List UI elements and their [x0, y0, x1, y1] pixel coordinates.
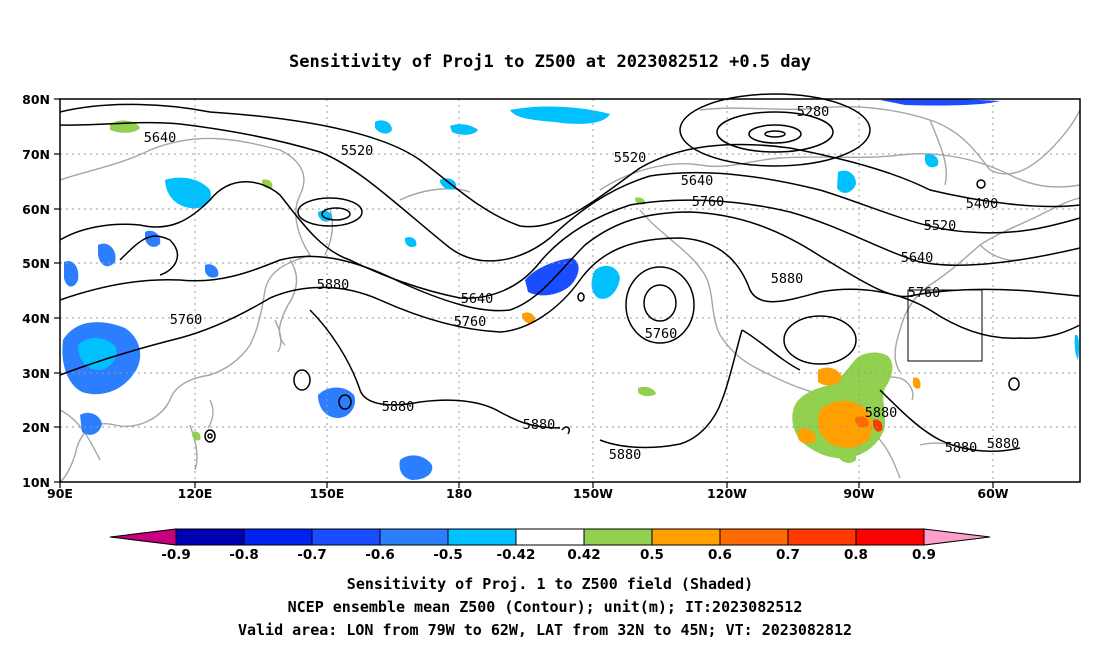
colorbar-segment — [379, 528, 449, 546]
contour-label: 5760 — [170, 312, 203, 328]
lon-label: 120W — [707, 486, 747, 501]
lon-label: 120E — [178, 486, 213, 501]
colorbar-tick-label: -0.42 — [497, 547, 536, 563]
map-title: Sensitivity of Proj1 to Z500 at 20230825… — [289, 52, 811, 72]
colorbar-segments — [109, 528, 991, 546]
colorbar-tick-label: 0.7 — [776, 547, 800, 563]
colorbar-segment — [243, 528, 313, 546]
colorbar-segment — [855, 528, 925, 546]
colorbar-tick-label: 0.5 — [640, 547, 664, 563]
colorbar-tick-label: 0.42 — [567, 547, 600, 563]
contour-label: 5520 — [341, 143, 374, 159]
contour-label: 5880 — [987, 436, 1020, 452]
contour-label: 5880 — [945, 440, 978, 456]
lat-label: 50N — [22, 256, 50, 271]
lat-label: 20N — [22, 420, 50, 435]
lat-label: 70N — [22, 147, 50, 162]
contour-label: 5640 — [901, 250, 934, 266]
colorbar-tick-label: 0.6 — [708, 547, 732, 563]
contour-label: 5880 — [609, 447, 642, 463]
contour-label: 5880 — [865, 405, 898, 421]
colorbar-segment — [515, 528, 585, 546]
lat-label: 10N — [22, 475, 50, 490]
colorbar-tick-label: -0.7 — [297, 547, 327, 563]
colorbar-tick-label: -0.8 — [229, 547, 259, 563]
colorbar-tick-label: 0.9 — [912, 547, 936, 563]
contour-label: 5760 — [645, 326, 678, 342]
colorbar-tick-label: -0.9 — [161, 547, 191, 563]
colorbar-segment — [447, 528, 517, 546]
lon-label: 150E — [310, 486, 345, 501]
colorbar-tick-label: -0.5 — [433, 547, 463, 563]
latitude-labels: 80N 70N 60N 50N 40N 30N 20N 10N — [22, 92, 50, 490]
lat-label: 80N — [22, 92, 50, 107]
colorbar-tick-label: -0.6 — [365, 547, 395, 563]
lat-label: 30N — [22, 366, 50, 381]
caption-contour: NCEP ensemble mean Z500 (Contour); unit(… — [288, 598, 803, 616]
z500-contours — [59, 93, 1081, 452]
colorbar-segment — [583, 528, 653, 546]
contour-label: 5640 — [144, 130, 177, 146]
colorbar-segment — [311, 528, 381, 546]
contour-label: 5280 — [797, 104, 830, 120]
colorbar-tick-label: 0.8 — [844, 547, 868, 563]
contour-label: 5880 — [382, 399, 415, 415]
contour-label: 5760 — [454, 314, 487, 330]
axis-ticks — [54, 98, 994, 488]
contour-label: 5640 — [681, 173, 714, 189]
lon-label: 90W — [843, 486, 874, 501]
caption-shaded: Sensitivity of Proj. 1 to Z500 field (Sh… — [347, 575, 753, 593]
colorbar-segment — [787, 528, 857, 546]
map-panel: 5640 5520 5520 5280 5400 5520 5640 5640 … — [59, 93, 1081, 483]
sensitivity-shading — [62, 98, 1079, 480]
colorbar-min-triangle — [109, 528, 177, 546]
contour-label: 5520 — [614, 150, 647, 166]
valid-area-box — [907, 289, 983, 362]
longitude-labels: 90E 120E 150E 180 150W 120W 90W 60W — [47, 486, 1009, 501]
lon-label: 90E — [47, 486, 73, 501]
colorbar: -0.9 -0.8 -0.7 -0.6 -0.5 -0.42 0.42 0.5 0.6 0.7 0.… — [109, 528, 991, 563]
contour-label: 5400 — [966, 196, 999, 212]
contour-label: 5520 — [924, 218, 957, 234]
colorbar-segment — [175, 528, 245, 546]
lon-label: 180 — [446, 486, 472, 501]
colorbar-segment — [719, 528, 789, 546]
contour-label: 5880 — [771, 271, 804, 287]
lat-label: 40N — [22, 311, 50, 326]
contour-labels: 5640 5520 5520 5280 5400 5520 5640 5640 … — [144, 104, 1020, 463]
contour-label: 5880 — [317, 277, 350, 293]
coastlines — [59, 106, 1081, 483]
lon-label: 150W — [573, 486, 613, 501]
colorbar-max-triangle — [923, 528, 991, 546]
lat-label: 60N — [22, 202, 50, 217]
caption-valid-area: Valid area: LON from 79W to 62W, LAT fro… — [238, 621, 852, 639]
contour-label: 5880 — [523, 417, 556, 433]
contour-label: 5760 — [692, 194, 725, 210]
colorbar-tick-labels: -0.9 -0.8 -0.7 -0.6 -0.5 -0.42 0.42 0.5 0.6 0.7 0.… — [161, 547, 936, 563]
colorbar-segment — [651, 528, 721, 546]
contour-label: 5640 — [461, 291, 494, 307]
lon-label: 60W — [977, 486, 1008, 501]
contour-label: 5760 — [908, 285, 941, 301]
lat-lon-grid — [60, 99, 1080, 482]
map-frame — [59, 98, 1081, 483]
